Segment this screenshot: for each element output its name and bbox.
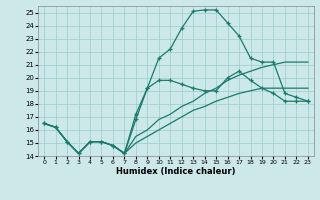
X-axis label: Humidex (Indice chaleur): Humidex (Indice chaleur) [116,167,236,176]
